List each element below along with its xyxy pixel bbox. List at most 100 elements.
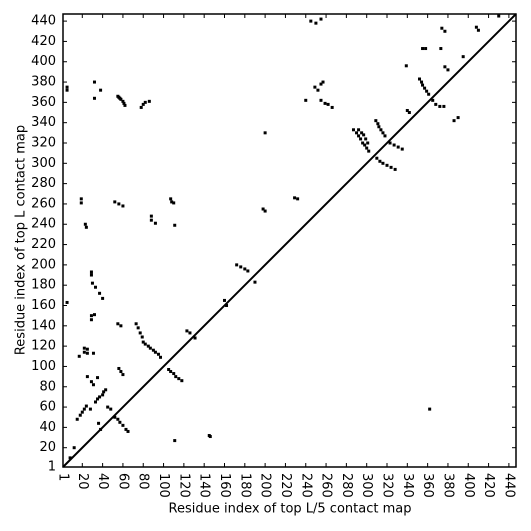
- contact-point: [173, 439, 177, 443]
- contact-point: [101, 393, 105, 397]
- contact-point: [361, 141, 365, 145]
- contact-point: [381, 161, 385, 165]
- contact-point: [126, 429, 130, 433]
- contact-point: [423, 86, 427, 90]
- contact-point: [363, 143, 367, 147]
- contact-point: [351, 128, 355, 132]
- contact-point: [174, 375, 178, 379]
- contact-point: [65, 88, 69, 92]
- y-tick-label: 300: [31, 156, 56, 171]
- contact-point: [124, 427, 128, 431]
- contact-point: [116, 322, 120, 326]
- contact-point: [98, 395, 102, 399]
- contact-point: [366, 141, 370, 145]
- y-axis-label: Residue index of top L contact map: [14, 125, 29, 355]
- y-tick-label: 100: [31, 359, 56, 374]
- contact-point: [94, 400, 98, 404]
- contact-point: [375, 156, 379, 160]
- contact-point: [134, 322, 138, 326]
- x-tick-label: 260: [319, 473, 334, 498]
- contact-point: [364, 137, 368, 141]
- contact-point: [172, 201, 176, 205]
- contact-point: [79, 197, 83, 201]
- contact-point: [393, 167, 397, 171]
- contact-point: [439, 47, 443, 51]
- y-tick-label: 120: [31, 339, 56, 354]
- contact-point: [452, 119, 456, 123]
- contact-point: [91, 351, 95, 355]
- x-tick-label: 220: [278, 473, 293, 498]
- x-tick-label: 80: [136, 473, 151, 490]
- contact-point: [153, 350, 157, 354]
- y-tick-label: 240: [31, 217, 56, 232]
- contact-point: [92, 96, 96, 100]
- contact-point: [104, 388, 108, 392]
- contact-point: [90, 281, 94, 285]
- contact-point: [78, 413, 82, 417]
- y-tick-label: 420: [31, 34, 56, 49]
- contact-point: [313, 85, 317, 89]
- contact-point: [151, 348, 155, 352]
- contact-point: [121, 204, 125, 208]
- contact-point: [82, 350, 86, 354]
- contact-point: [84, 225, 88, 229]
- contact-point: [376, 122, 380, 126]
- contact-point: [378, 159, 382, 163]
- contact-point: [88, 407, 92, 411]
- contact-point: [427, 92, 431, 96]
- contact-point: [438, 104, 442, 108]
- contact-point: [149, 214, 153, 218]
- diagonal-line: [62, 13, 517, 468]
- contact-point: [102, 390, 106, 394]
- y-tick-label: 200: [31, 257, 56, 272]
- contact-point: [106, 405, 110, 409]
- contact-point: [193, 336, 197, 340]
- y-tick-label: 220: [31, 237, 56, 252]
- x-tick-label: 240: [298, 473, 313, 498]
- contact-point: [89, 273, 93, 277]
- contact-point: [443, 65, 447, 69]
- contact-point: [321, 80, 325, 84]
- contact-point: [293, 196, 297, 200]
- contact-point: [169, 197, 173, 201]
- contact-point: [456, 116, 460, 120]
- x-tick-label: 200: [258, 473, 273, 498]
- x-tick-label: 400: [461, 473, 476, 498]
- contact-point: [97, 421, 101, 425]
- contact-point: [185, 329, 189, 333]
- contact-point: [421, 83, 425, 87]
- contact-point: [117, 366, 121, 370]
- contact-point: [263, 131, 267, 135]
- contact-point: [96, 376, 100, 380]
- y-tick-label: 440: [31, 14, 56, 29]
- contact-point: [148, 346, 152, 350]
- contact-point: [446, 68, 450, 72]
- contact-point: [323, 101, 327, 105]
- contact-point: [246, 269, 250, 273]
- x-tick-label: 120: [176, 473, 191, 498]
- x-tick-label: 360: [420, 473, 435, 498]
- contact-point: [385, 163, 389, 167]
- contact-point: [141, 340, 145, 344]
- plot-frame: [62, 13, 517, 468]
- y-tick-label: 160: [31, 298, 56, 313]
- contact-point: [359, 137, 363, 141]
- y-tick-label: 260: [31, 196, 56, 211]
- contact-point: [235, 263, 239, 267]
- contact-point: [330, 105, 334, 109]
- x-tick-label: 420: [481, 473, 496, 498]
- contact-point: [400, 147, 404, 151]
- contact-point: [222, 298, 226, 302]
- contact-point: [113, 415, 117, 419]
- contact-point: [407, 111, 411, 115]
- contact-point: [156, 352, 160, 356]
- contact-point: [425, 89, 429, 93]
- contact-point: [65, 85, 69, 89]
- contact-point: [99, 88, 103, 92]
- contact-point: [389, 165, 393, 169]
- contact-point: [420, 80, 424, 84]
- contact-point: [180, 379, 184, 383]
- y-tick-label: 40: [39, 420, 56, 435]
- contact-point: [225, 304, 229, 308]
